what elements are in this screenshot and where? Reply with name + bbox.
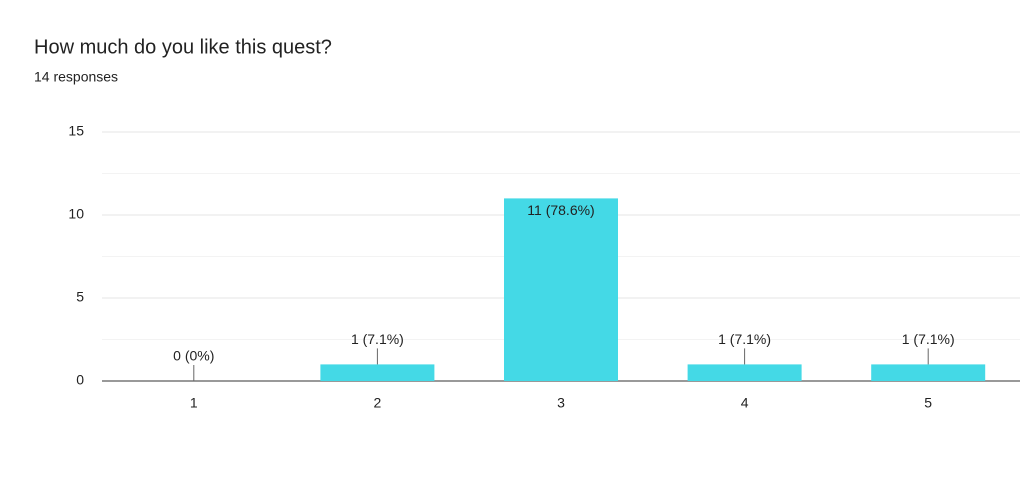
bar <box>504 198 618 381</box>
bar <box>320 364 435 381</box>
y-tick-label: 0 <box>76 372 84 388</box>
x-tick-label: 3 <box>557 395 565 411</box>
y-tick-label: 5 <box>76 289 84 305</box>
chart-subtitle: 14 responses <box>34 69 118 85</box>
x-tick-label: 5 <box>924 395 932 411</box>
chart-title: How much do you like this quest? <box>34 36 332 58</box>
bar <box>687 364 802 381</box>
y-tick-label: 15 <box>68 123 84 139</box>
bar <box>871 364 986 381</box>
value-label: 0 (0%) <box>173 348 214 364</box>
x-tick-label: 2 <box>374 395 382 411</box>
x-tick-label: 1 <box>190 395 198 411</box>
value-label: 1 (7.1%) <box>351 331 404 347</box>
y-tick-label: 10 <box>68 206 84 222</box>
value-label: 1 (7.1%) <box>718 331 771 347</box>
value-label: 11 (78.6%) <box>527 202 594 218</box>
value-label: 1 (7.1%) <box>902 331 955 347</box>
x-tick-label: 4 <box>741 395 749 411</box>
